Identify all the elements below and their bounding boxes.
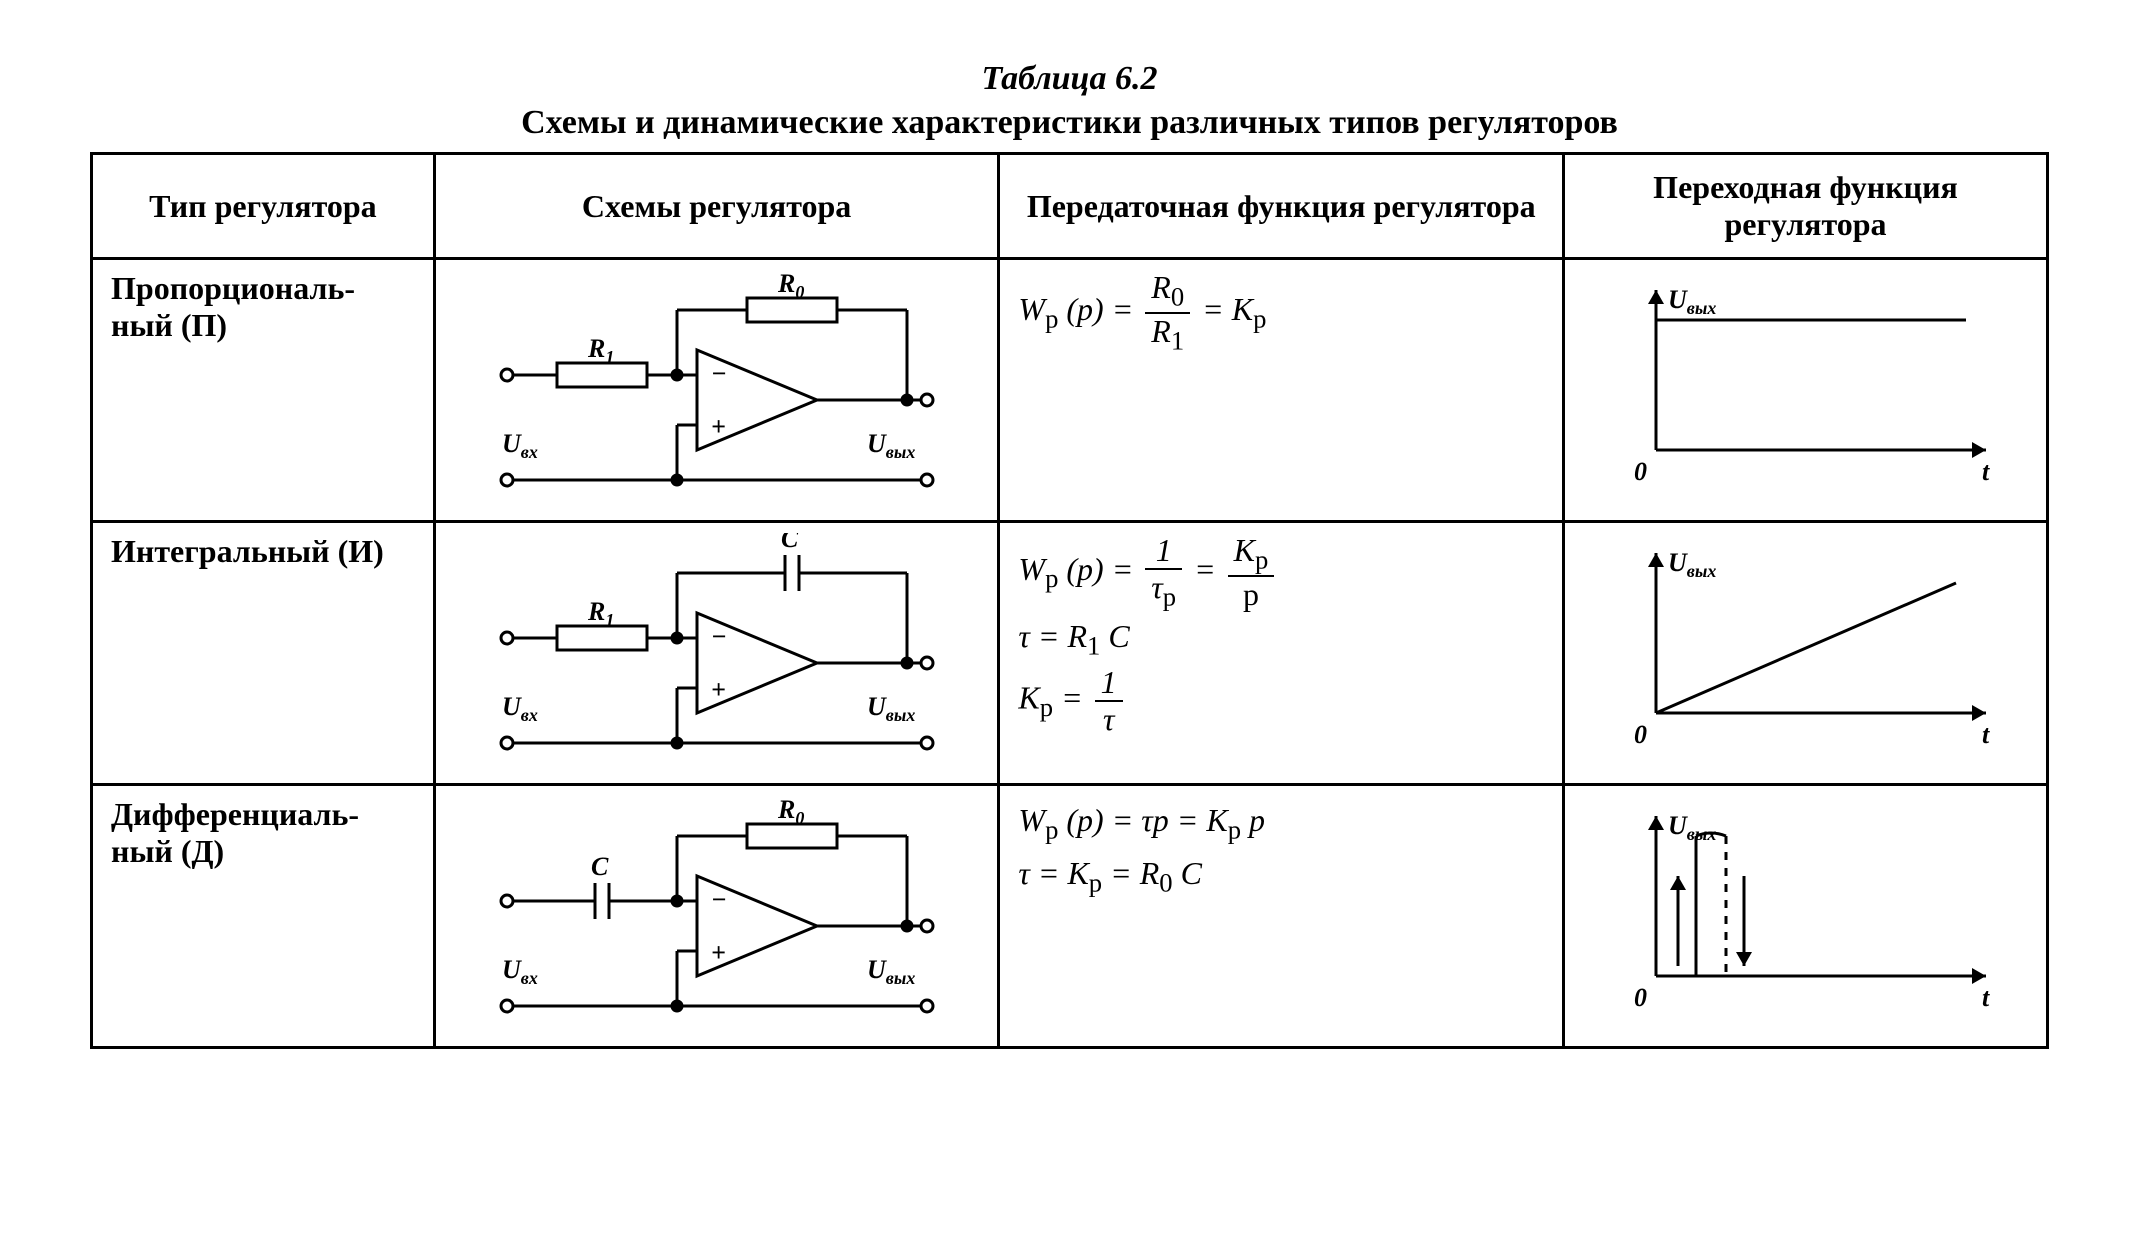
circuit-diagram: R0 C − + Uвх Uвых [434,785,999,1048]
step-response: Uвых t 0 [1564,785,2048,1048]
circuit-diagram: C R1 − + Uвх Uвых [434,522,999,785]
table-row: Дифференциаль-ный (Д) R0 C − + Uвх Uвых Wр (p) … [92,785,2048,1048]
regulator-type: Пропорциональ-ный (П) [92,259,435,522]
table-title: Схемы и динамические характеристики разл… [90,104,2049,142]
svg-text:Uвых: Uвых [1668,285,1716,318]
svg-text:0: 0 [1634,983,1647,1012]
svg-text:0: 0 [1634,720,1647,749]
circuit-diagram: R0 R1 − + Uвх Uвых [434,259,999,522]
table-header-row: Тип регулятора Схемы регулятора Передато… [92,154,2048,259]
svg-text:+: + [711,675,726,704]
svg-text:Uвых: Uвых [867,955,915,988]
svg-text:Uвх: Uвх [502,692,538,725]
svg-text:Uвых: Uвых [867,429,915,462]
regulators-table: Тип регулятора Схемы регулятора Передато… [90,152,2049,1049]
col-header-1: Схемы регулятора [434,154,999,259]
transfer-function: Wр (p) = 1τр = Kppτ = R1 CKp = 1τ [999,522,1564,785]
svg-text:−: − [711,885,727,914]
svg-text:Uвх: Uвх [502,429,538,462]
svg-text:C: C [781,533,799,553]
col-header-3: Переходная функция регулятора [1564,154,2048,259]
transfer-function: Wр (p) = R0R1 = Kр [999,259,1564,522]
regulator-type: Интегральный (И) [92,522,435,785]
svg-text:0: 0 [1634,457,1647,486]
svg-text:R1: R1 [587,597,614,630]
page: Таблица 6.2 Схемы и динамические характе… [0,0,2139,1109]
svg-text:R1: R1 [587,334,614,367]
svg-text:t: t [1982,457,1990,486]
step-response: Uвых t 0 [1564,522,2048,785]
svg-text:t: t [1982,983,1990,1012]
svg-text:Uвых: Uвых [1668,811,1716,844]
svg-text:+: + [711,412,726,441]
step-response: Uвых t 0 [1564,259,2048,522]
col-header-0: Тип регулятора [92,154,435,259]
svg-text:−: − [711,359,727,388]
table-caption: Таблица 6.2 [90,60,2049,98]
regulator-type: Дифференциаль-ный (Д) [92,785,435,1048]
svg-text:C: C [591,852,609,881]
table-row: Интегральный (И) C R1 − + Uвх Uвых Wр (p) = 1τр… [92,522,2048,785]
svg-text:t: t [1982,720,1990,749]
svg-text:+: + [711,938,726,967]
transfer-function: Wр (p) = τp = Kp pτ = Kp = R0 C [999,785,1564,1048]
table-row: Пропорциональ-ный (П) R0 R1 − + Uвх Uвых Wр (p)… [92,259,2048,522]
col-header-2: Передаточная функция регулятора [999,154,1564,259]
svg-text:Uвых: Uвых [1668,548,1716,581]
svg-text:Uвх: Uвх [502,955,538,988]
svg-text:Uвых: Uвых [867,692,915,725]
svg-text:−: − [711,622,727,651]
svg-text:R0: R0 [777,796,804,828]
svg-text:R0: R0 [777,270,804,302]
